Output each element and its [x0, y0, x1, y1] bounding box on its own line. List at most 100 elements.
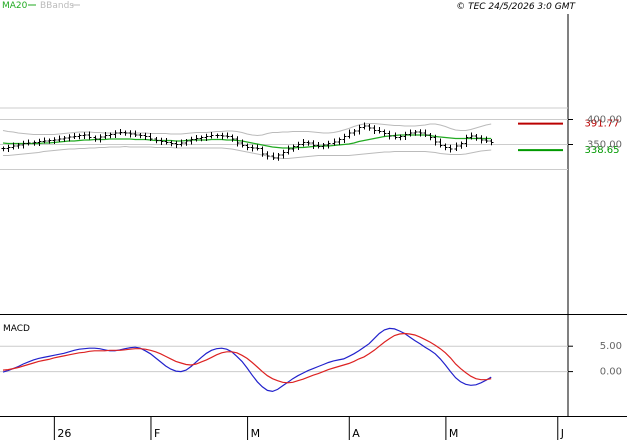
ohlc-bar — [428, 133, 433, 141]
ohlc-bar — [372, 125, 377, 134]
ohlc-bar — [326, 140, 331, 149]
ohlc-bar — [42, 137, 47, 144]
ohlc-bar — [265, 151, 270, 160]
ohlc-bar — [26, 139, 31, 146]
ohlc-bar — [448, 144, 453, 153]
time-tick-label: J — [560, 427, 564, 440]
ohlc-bar — [296, 141, 301, 150]
ohlc-bar — [143, 132, 148, 140]
ohlc-bar — [194, 135, 199, 142]
ohlc-bar — [189, 136, 194, 145]
time-tick-label: M — [449, 427, 459, 440]
ohlc-bar — [332, 138, 337, 146]
ohlc-bar — [16, 143, 21, 149]
ohlc-bar — [311, 140, 316, 149]
ohlc-bar — [184, 139, 189, 146]
ohlc-bar — [67, 134, 72, 142]
ohlc-bar — [286, 145, 291, 155]
ohlc-bar — [93, 135, 98, 142]
macd-tick-label: 5.00 — [600, 341, 622, 352]
ohlc-bar — [337, 137, 342, 145]
ohlc-bar — [291, 144, 296, 152]
ohlc-bar — [454, 142, 459, 151]
ohlc-bar — [250, 144, 255, 152]
ohlc-bar — [357, 124, 362, 135]
ohlc-bar — [215, 133, 220, 139]
ohlc-bar — [321, 143, 326, 150]
ohlc-bar — [118, 129, 123, 135]
support-label: 338.65 — [585, 145, 620, 156]
ohlc-bar — [393, 132, 398, 140]
ohlc-bar — [154, 137, 159, 144]
ohlc-bar — [77, 133, 82, 140]
ohlc-bar — [62, 136, 67, 142]
ohlc-bar — [459, 141, 464, 149]
ohlc-bar — [87, 131, 92, 140]
ohlc-bar — [1, 146, 6, 152]
ohlc-bar — [433, 134, 438, 146]
bband-upper-line — [2, 123, 492, 137]
ma20-legend-label: MA20 — [2, 1, 28, 11]
ohlc-bar — [484, 136, 489, 143]
ohlc-bar — [225, 132, 230, 139]
ohlc-bar — [352, 129, 357, 136]
ohlc-bar — [245, 143, 250, 151]
macd-tick-label: 0.00 — [600, 367, 622, 378]
ohlc-bar — [204, 133, 209, 141]
ohlc-bar — [57, 135, 62, 142]
ohlc-bar — [464, 134, 469, 147]
ohlc-bar — [387, 130, 392, 140]
ohlc-bar — [11, 142, 16, 150]
copyright-text: © TEC 24/5/2026 3:0 GMT — [456, 2, 576, 12]
ohlc-bar — [281, 149, 286, 159]
ohlc-bar — [169, 140, 174, 147]
ohlc-bar — [148, 133, 153, 141]
ohlc-bar — [209, 132, 214, 139]
ohlc-bar — [138, 133, 143, 139]
macd-panel-title: MACD — [3, 324, 30, 334]
ohlc-bar — [306, 140, 311, 146]
time-tick-label: A — [352, 427, 360, 440]
ohlc-bar — [474, 134, 479, 141]
ohlc-bar — [164, 138, 169, 145]
ohlc-bar — [408, 129, 413, 137]
time-tick-label: F — [154, 427, 160, 440]
ohlc-bar — [443, 143, 448, 151]
ohlc-bar — [179, 139, 184, 147]
ohlc-bar — [240, 139, 245, 148]
ohlc-bar — [367, 124, 372, 131]
ohlc-bar — [423, 129, 428, 137]
signal-line — [2, 332, 492, 384]
ohlc-bar — [32, 140, 37, 146]
ohlc-bar — [159, 137, 164, 145]
ohlc-bar — [398, 134, 403, 141]
ohlc-bar — [21, 140, 26, 149]
ohlc-bar — [230, 134, 235, 142]
ohlc-bar — [133, 130, 138, 137]
ohlc-bar — [6, 144, 11, 152]
ohlc-bar — [418, 129, 423, 137]
ohlc-bar — [255, 144, 260, 151]
ohlc-bar — [382, 129, 387, 137]
ohlc-bar — [47, 138, 52, 144]
bband-lower-line — [3, 145, 492, 159]
ohlc-bar — [113, 130, 118, 138]
ohlc-bar — [260, 146, 265, 157]
price-tick-label: 400.00 — [587, 115, 622, 126]
ohlc-bar — [413, 130, 418, 136]
time-tick-label: M — [251, 427, 261, 440]
ohlc-bar — [403, 131, 408, 140]
ohlc-bar — [52, 137, 57, 144]
ohlc-bar — [128, 130, 133, 138]
macd-line — [2, 327, 492, 393]
ohlc-bar — [316, 142, 321, 149]
ohlc-bar — [342, 133, 347, 143]
resistance-label: 391.77 — [585, 119, 620, 130]
ohlc-bar — [103, 132, 108, 139]
ohlc-bar — [271, 152, 276, 160]
ohlc-bar — [82, 132, 87, 139]
ohlc-bar — [174, 140, 179, 148]
ohlc-bar — [220, 132, 225, 140]
